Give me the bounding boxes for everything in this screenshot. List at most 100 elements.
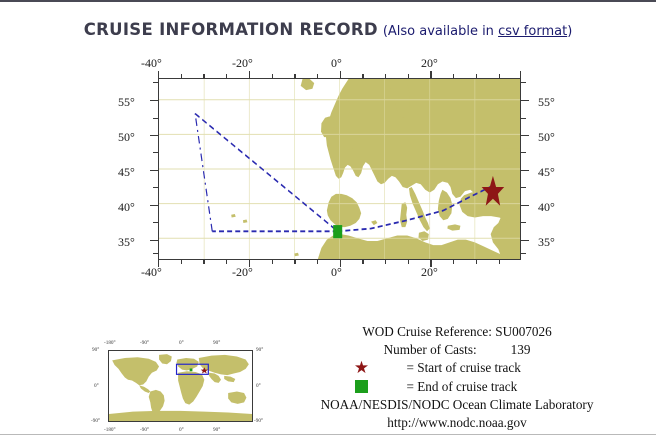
- great-britain-landmass: [335, 99, 360, 150]
- y-tick-left-major-2: [150, 169, 158, 171]
- x-axis-bottom-label-2: 0°: [331, 265, 342, 279]
- csv-note-prefix: (Also available in: [382, 24, 499, 39]
- inset-africa: [178, 371, 205, 405]
- y-tick-left-minor-0: [153, 117, 158, 119]
- inset-region-highlight-box: [175, 363, 209, 375]
- x-tick-top-minor-10: [475, 74, 478, 79]
- page-top-divider: [0, 0, 656, 2]
- inset-y-right-label-0: 90°: [256, 347, 264, 353]
- y-tick-right-major-2: [521, 169, 529, 171]
- x-tick-bottom-minor-1: [203, 259, 205, 264]
- y-axis-left-label-1: 50°: [118, 130, 135, 144]
- cruise-track-map: -40° -20° 0° 20° -40° -20° 0° 20° 55° 50…: [0, 48, 656, 288]
- x-tick-top-minor-4: [294, 74, 296, 79]
- x-axis-bottom-label-0: -40°: [141, 265, 162, 279]
- x-tick-top-minor-11: [498, 74, 500, 79]
- legend-end-text: = End of cruise track: [406, 378, 518, 394]
- start-of-cruise-star-marker: [481, 175, 505, 206]
- map-plot-area[interactable]: [158, 78, 521, 260]
- x-axis-top-label-3: 20°: [421, 56, 438, 70]
- cruise-reference-label: WOD Cruise Reference:: [362, 324, 492, 339]
- x-tick-top-minor-9: [453, 74, 455, 79]
- x-tick-top-minor-5: [316, 74, 319, 79]
- inset-australia: [228, 391, 247, 404]
- inset-antarctica: [109, 410, 252, 421]
- madeira-island: [294, 252, 299, 257]
- y-tick-left-major-1: [150, 134, 158, 136]
- track-eastern-leg: [337, 184, 494, 233]
- end-of-cruise-square-marker: [333, 225, 343, 239]
- x-tick-bottom-major-3: [430, 259, 432, 267]
- x-tick-top-minor-6: [362, 74, 364, 79]
- y-tick-right-minor-4: [521, 253, 526, 255]
- cyprus-landmass: [493, 225, 502, 232]
- map-svg: [159, 79, 520, 259]
- x-tick-bottom-major-2: [339, 259, 341, 267]
- y-axis-right-label-4: 35°: [538, 235, 555, 249]
- x-tick-top-minor-3: [271, 74, 273, 79]
- y-axis-left-label-4: 35°: [118, 235, 135, 249]
- legend-end-row: = End of cruise track: [272, 377, 642, 396]
- x-axis-bottom-label-3: 20°: [421, 265, 438, 279]
- inset-x-label-3: 90°: [213, 340, 221, 346]
- y-axis-right-label-0: 55°: [538, 95, 555, 109]
- x-tick-bottom-minor-10: [475, 259, 478, 264]
- x-tick-bottom-major-1: [248, 259, 251, 267]
- inset-end-marker: [189, 368, 193, 372]
- inset-y-right-label-2: -90°: [254, 418, 263, 424]
- balearic-islands: [371, 220, 378, 226]
- y-tick-right-major-4: [521, 239, 529, 241]
- y-tick-right-minor-5: [521, 82, 526, 84]
- y-tick-right-minor-1: [521, 152, 526, 154]
- x-axis-top-label-0: -40°: [141, 56, 162, 70]
- website-url: http://www.nodc.noaa.gov: [387, 414, 527, 430]
- y-axis-left-label-2: 45°: [118, 165, 135, 179]
- scandinavia-landmass: [383, 79, 410, 118]
- inset-landmasses: [109, 354, 252, 421]
- page-header: CRUISE INFORMATION RECORD (Also available…: [0, 20, 656, 40]
- x-tick-bottom-minor-7: [385, 259, 387, 264]
- number-of-casts-line: Number of Casts: 139: [272, 341, 642, 359]
- world-locator-inset: -180° -90° 0° 90° -180° -90° 0° 90° 90° …: [78, 332, 273, 444]
- legend-star-icon: ★: [353, 358, 370, 377]
- y-tick-right-major-1: [521, 134, 529, 136]
- cruise-info-block: WOD Cruise Reference: SU007026 Number of…: [272, 323, 642, 431]
- csv-format-link[interactable]: csv format: [498, 24, 568, 39]
- inset-x-label-0: -180°: [104, 340, 116, 346]
- balkans-landmass: [437, 189, 453, 221]
- ireland-landmass: [320, 116, 335, 138]
- x-tick-top-major-1: [248, 71, 251, 79]
- x-tick-top-major-2: [339, 71, 341, 79]
- y-tick-left-minor-2: [153, 187, 158, 189]
- x-tick-top-minor-0: [180, 74, 183, 79]
- x-tick-bottom-major-0: [158, 259, 160, 267]
- y-tick-left-minor-3: [153, 222, 158, 224]
- y-tick-right-minor-2: [521, 187, 526, 189]
- x-tick-bottom-minor-9: [453, 259, 455, 264]
- x-tick-bottom-minor-11: [498, 259, 500, 264]
- track-northwest-leg: [194, 113, 213, 232]
- x-tick-bottom-minor-6: [362, 259, 364, 264]
- cruise-reference-line: WOD Cruise Reference: SU007026: [272, 323, 642, 341]
- page-bottom-divider: [0, 434, 656, 435]
- inset-x-bottom-label-0: -180°: [104, 427, 116, 433]
- organization-line: NOAA/NESDIS/NODC Ocean Climate Laborator…: [320, 397, 594, 412]
- legend-start-text: = Start of cruise track: [406, 359, 521, 375]
- inset-x-label-2: 0°: [179, 340, 184, 346]
- y-tick-left-minor-5: [153, 82, 158, 84]
- inset-y-right-label-1: 0°: [256, 383, 261, 389]
- x-tick-bottom-minor-8: [407, 259, 410, 264]
- y-axis-right-label-3: 40°: [538, 200, 555, 214]
- x-tick-top-minor-1: [203, 74, 205, 79]
- inset-x-label-1: -90°: [140, 340, 149, 346]
- x-axis-top-label-2: 0°: [331, 56, 342, 70]
- y-axis-left-label-0: 55°: [118, 95, 135, 109]
- cruise-track-line: [194, 112, 494, 233]
- inset-x-bottom-label-2: 0°: [179, 427, 184, 433]
- iceland-landmass: [300, 79, 315, 91]
- inset-y-left-label-1: 0°: [94, 383, 99, 389]
- y-tick-left-minor-1: [153, 152, 158, 154]
- inset-plot-area[interactable]: [108, 350, 253, 422]
- azores-islands: [231, 214, 248, 223]
- inset-north-america: [112, 357, 160, 386]
